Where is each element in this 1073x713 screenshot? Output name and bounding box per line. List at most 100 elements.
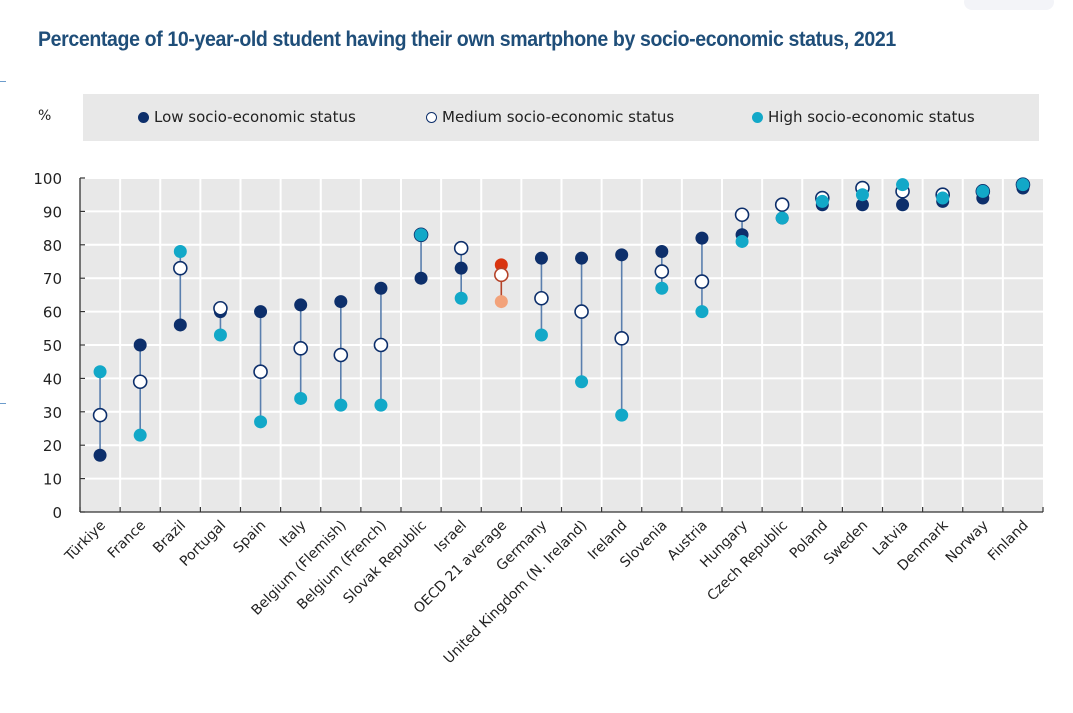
- category-group: [534, 251, 549, 342]
- category-group: [494, 258, 509, 309]
- point-low: [494, 258, 508, 272]
- legend-marker-high: [752, 111, 763, 123]
- point-high: [534, 328, 548, 342]
- point-low: [534, 251, 548, 265]
- window-control-area: [964, 0, 1054, 10]
- point-medium: [534, 290, 549, 306]
- category-group: [413, 227, 429, 285]
- legend-item-medium: Medium socio-economic status: [426, 108, 674, 126]
- point-low: [896, 198, 910, 212]
- point-medium: [293, 341, 308, 356]
- point-high: [735, 234, 749, 248]
- point-high: [775, 211, 789, 225]
- point-high: [374, 398, 388, 412]
- x-tick-label: Israel: [432, 518, 470, 556]
- point-medium: [654, 264, 670, 279]
- point-medium: [213, 300, 228, 316]
- x-tick-label: Türkiye: [61, 518, 108, 565]
- point-high: [976, 184, 990, 198]
- point-high: [1016, 178, 1030, 192]
- point-high: [655, 281, 669, 295]
- y-tick-label: 60: [43, 304, 62, 322]
- slide-edge-mark: [0, 81, 6, 82]
- gridlines: [80, 177, 1043, 512]
- category-group: [774, 197, 790, 225]
- point-high: [334, 398, 348, 412]
- category-group: [173, 244, 188, 332]
- point-low: [254, 305, 268, 319]
- category-group: [975, 184, 991, 205]
- category-group: [213, 300, 228, 342]
- point-low: [414, 271, 428, 285]
- point-medium: [574, 304, 589, 319]
- x-tick-label: Sweden: [821, 518, 871, 568]
- point-high: [494, 295, 508, 309]
- x-tick-label: France: [105, 518, 149, 562]
- category-group: [293, 298, 308, 405]
- point-medium: [734, 207, 750, 223]
- y-axis-ticks: 0 10 20 30 40 50 60 70 80 90 100: [33, 170, 85, 522]
- point-low: [173, 318, 187, 332]
- y-tick-label: 50: [43, 337, 62, 355]
- point-low: [374, 281, 388, 295]
- point-low: [855, 198, 869, 212]
- point-low: [454, 261, 468, 275]
- legend-label-low: Low socio-economic status: [154, 108, 356, 126]
- point-high: [855, 188, 869, 202]
- point-high: [615, 408, 629, 422]
- legend: [83, 94, 1039, 141]
- x-tick-label: Brazil: [150, 518, 189, 557]
- x-tick-label: Italy: [277, 518, 310, 551]
- point-medium: [774, 197, 790, 213]
- category-group: [453, 240, 469, 305]
- point-high: [575, 375, 589, 389]
- point-high: [294, 391, 308, 405]
- point-low: [334, 295, 348, 309]
- chart-title: Percentage of 10-year-old student having…: [38, 28, 896, 51]
- data-marks: [92, 177, 1031, 462]
- point-high: [936, 191, 950, 205]
- x-tick-label: Finland: [985, 518, 1032, 565]
- point-medium: [453, 240, 469, 256]
- point-medium: [253, 364, 268, 380]
- y-tick-label: 90: [43, 203, 62, 221]
- point-medium: [494, 267, 509, 283]
- point-low: [575, 251, 589, 265]
- point-low: [294, 298, 308, 312]
- point-high: [93, 365, 107, 379]
- y-tick-label: 80: [43, 237, 62, 255]
- point-high: [815, 194, 829, 208]
- point-high: [173, 244, 187, 258]
- y-tick-label: 70: [43, 270, 62, 288]
- y-unit-label: %: [38, 108, 52, 124]
- point-high: [213, 328, 227, 342]
- point-medium: [92, 407, 108, 423]
- category-group: [333, 295, 349, 412]
- category-group: [1015, 177, 1031, 195]
- point-medium: [333, 347, 349, 363]
- y-tick-label: 0: [52, 504, 62, 522]
- legend-label-high: High socio-economic status: [768, 108, 975, 126]
- point-low: [695, 231, 709, 245]
- point-high: [133, 428, 147, 442]
- y-tick-label: 10: [43, 471, 62, 489]
- category-group: [815, 190, 830, 212]
- slide-edge-mark: [0, 403, 6, 404]
- category-group: [855, 180, 870, 212]
- y-tick-label: 100: [33, 170, 62, 188]
- y-tick-label: 20: [43, 437, 62, 455]
- x-tick-label: Norway: [943, 518, 992, 567]
- category-group: [574, 251, 589, 389]
- point-high: [414, 228, 428, 242]
- point-high: [695, 305, 709, 319]
- point-medium: [614, 331, 629, 346]
- category-group: [935, 187, 950, 208]
- y-tick-label: 40: [43, 370, 62, 388]
- point-high: [254, 415, 268, 429]
- category-group: [132, 338, 148, 442]
- legend-item-high: High socio-economic status: [752, 108, 975, 126]
- legend-item-low: Low socio-economic status: [138, 108, 356, 126]
- point-high: [896, 178, 910, 192]
